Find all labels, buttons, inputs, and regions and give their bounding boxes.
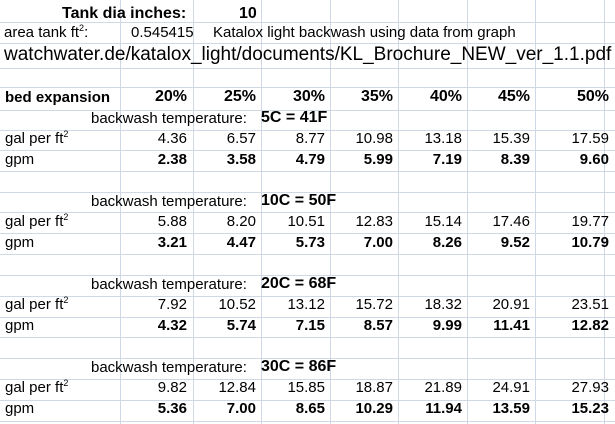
gal-value[interactable]: 17.59	[571, 130, 609, 147]
gpm-value[interactable]: 8.39	[500, 151, 530, 168]
gal-value[interactable]: 12.84	[218, 379, 256, 396]
expansion-col-2[interactable]: 25%	[223, 88, 256, 105]
temp-label[interactable]: backwash temperature:	[91, 359, 247, 376]
gpm-label[interactable]: gpm	[5, 400, 35, 417]
gpm-value[interactable]: 5.36	[157, 400, 187, 417]
expansion-col-6[interactable]: 45%	[497, 88, 530, 105]
gal-value[interactable]: 15.85	[287, 379, 325, 396]
gal-value[interactable]: 9.82	[157, 379, 187, 396]
temp-value[interactable]: 10C = 50F	[261, 192, 337, 209]
gal-per-ft2-label[interactable]: gal per ft2	[5, 212, 69, 231]
gal-value[interactable]: 15.72	[355, 296, 393, 313]
gal-value[interactable]: 15.14	[424, 213, 462, 230]
tank-dia-value[interactable]: 10	[239, 5, 257, 22]
temp-label[interactable]: backwash temperature:	[91, 110, 247, 127]
gpm-value[interactable]: 4.79	[295, 151, 325, 168]
gal-value[interactable]: 23.51	[571, 296, 609, 313]
gpm-value[interactable]: 5.99	[363, 151, 393, 168]
gpm-value[interactable]: 7.00	[226, 400, 256, 417]
area-value[interactable]: 0.545415	[131, 24, 194, 41]
gpm-value[interactable]: 2.38	[157, 151, 187, 168]
description-note[interactable]: Katalox light backwash using data from g…	[213, 24, 516, 41]
gal-value[interactable]: 18.32	[424, 296, 462, 313]
gal-value[interactable]: 18.87	[355, 379, 393, 396]
gpm-value[interactable]: 9.60	[579, 151, 609, 168]
gpm-value[interactable]: 11.41	[493, 317, 530, 334]
temp-value[interactable]: 20C = 68F	[261, 275, 337, 292]
temp-value[interactable]: 30C = 86F	[261, 358, 337, 375]
gpm-value[interactable]: 12.82	[571, 317, 609, 334]
gpm-value[interactable]: 7.19	[432, 151, 462, 168]
gpm-value[interactable]: 8.65	[295, 400, 325, 417]
gal-per-ft2-label[interactable]: gal per ft2	[5, 129, 69, 148]
gal-per-ft2-label[interactable]: gal per ft2	[5, 295, 69, 314]
expansion-col-5[interactable]: 40%	[429, 88, 462, 105]
gal-value[interactable]: 20.91	[492, 296, 530, 313]
gal-value[interactable]: 4.36	[157, 130, 187, 147]
area-label[interactable]: area tank ft2:	[4, 23, 89, 42]
gpm-value[interactable]: 3.58	[226, 151, 256, 168]
source-url[interactable]: watchwater.de/katalox_light/documents/KL…	[4, 44, 612, 65]
gpm-value[interactable]: 11.94	[425, 400, 462, 417]
gal-value[interactable]: 10.52	[218, 296, 256, 313]
expansion-col-1[interactable]: 20%	[154, 88, 187, 105]
gpm-value[interactable]: 4.47	[226, 234, 256, 251]
gal-value[interactable]: 8.20	[226, 213, 256, 230]
gpm-value[interactable]: 10.29	[355, 400, 393, 417]
gal-value[interactable]: 24.91	[492, 379, 530, 396]
gpm-label[interactable]: gpm	[5, 234, 35, 251]
gal-value[interactable]: 17.46	[492, 213, 530, 230]
gpm-value[interactable]: 9.52	[500, 234, 530, 251]
gpm-value[interactable]: 10.79	[571, 234, 609, 251]
gal-value[interactable]: 27.93	[571, 379, 609, 396]
gal-per-ft2-label[interactable]: gal per ft2	[5, 378, 69, 397]
gpm-value[interactable]: 9.99	[432, 317, 462, 334]
gal-value[interactable]: 13.18	[424, 130, 462, 147]
gpm-value[interactable]: 4.32	[157, 317, 187, 334]
gpm-value[interactable]: 8.26	[432, 234, 462, 251]
expansion-col-3[interactable]: 30%	[292, 88, 325, 105]
gpm-value[interactable]: 5.74	[226, 317, 256, 334]
gal-value[interactable]: 13.12	[287, 296, 325, 313]
bed-expansion-label[interactable]: bed expansion	[5, 89, 111, 106]
gpm-value[interactable]: 5.73	[295, 234, 325, 251]
gpm-value[interactable]: 13.59	[492, 400, 530, 417]
gal-value[interactable]: 7.92	[157, 296, 187, 313]
temp-value[interactable]: 5C = 41F	[261, 109, 328, 126]
gpm-label[interactable]: gpm	[5, 151, 35, 168]
temp-label[interactable]: backwash temperature:	[91, 193, 247, 210]
gal-value[interactable]: 8.77	[295, 130, 325, 147]
gal-value[interactable]: 10.51	[287, 213, 325, 230]
gal-value[interactable]: 19.77	[571, 213, 609, 230]
gal-value[interactable]: 10.98	[355, 130, 393, 147]
gpm-value[interactable]: 15.23	[571, 400, 609, 417]
temp-label[interactable]: backwash temperature:	[91, 276, 247, 293]
gal-value[interactable]: 21.89	[424, 379, 462, 396]
expansion-col-4[interactable]: 35%	[360, 88, 393, 105]
tank-dia-label[interactable]: Tank dia inches:	[62, 5, 187, 22]
gpm-value[interactable]: 8.57	[363, 317, 393, 334]
gal-value[interactable]: 6.57	[226, 130, 256, 147]
gal-value[interactable]: 15.39	[492, 130, 530, 147]
gpm-value[interactable]: 7.00	[363, 234, 393, 251]
gal-value[interactable]: 12.83	[355, 213, 393, 230]
gpm-value[interactable]: 7.15	[295, 317, 325, 334]
gal-value[interactable]: 5.88	[157, 213, 187, 230]
gpm-label[interactable]: gpm	[5, 317, 35, 334]
gpm-value[interactable]: 3.21	[157, 234, 187, 251]
expansion-col-7[interactable]: 50%	[576, 88, 609, 105]
